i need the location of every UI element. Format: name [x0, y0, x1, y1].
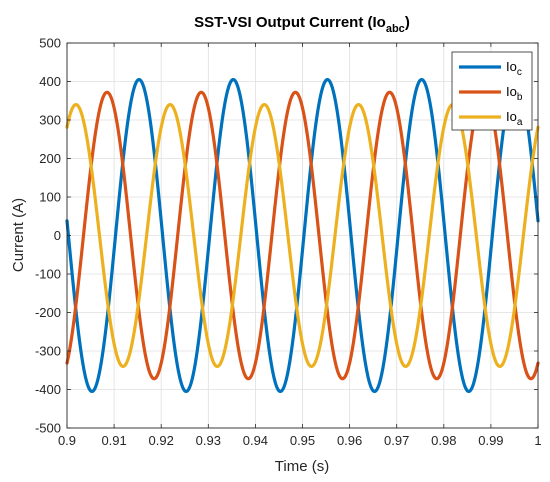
- y-tick-label: 500: [39, 36, 61, 51]
- y-axis-label: Current (A): [10, 198, 27, 272]
- x-tick-label: 0.9: [58, 433, 76, 448]
- y-tick-label: 400: [39, 74, 61, 89]
- x-tick-label: 0.92: [149, 433, 174, 448]
- chart-title-subscript: abc: [386, 23, 405, 35]
- x-tick-label: 0.94: [243, 433, 268, 448]
- legend-entry-c: Ioc: [506, 59, 522, 78]
- y-tick-label: -500: [35, 421, 61, 436]
- x-tick-label: 0.91: [101, 433, 126, 448]
- x-tick-label: 0.98: [431, 433, 456, 448]
- chart-title-main: SST-VSI Output Current (Io: [194, 14, 386, 31]
- y-tick-label: 300: [39, 113, 61, 128]
- x-tick-label: 0.93: [196, 433, 221, 448]
- chart-title-close: ): [405, 14, 410, 31]
- legend: Ioc Iob Ioa: [451, 51, 533, 131]
- series-line-c: [65, 77, 540, 394]
- y-tick-label: -400: [35, 382, 61, 397]
- chart-title: SST-VSI Output Current (Ioabc): [194, 14, 410, 35]
- x-tick-label: 1: [534, 433, 541, 448]
- x-tick-label: 0.97: [384, 433, 409, 448]
- y-tick-label: 200: [39, 151, 61, 166]
- legend-entry-a: Ioa: [506, 109, 523, 128]
- y-tick-label: 0: [54, 228, 61, 243]
- y-tick-label: -300: [35, 344, 61, 359]
- y-axis: -500 -400 -300 -200 -100 0 100 200 300 400 500: [35, 36, 538, 436]
- legend-entry-b: Iob: [506, 84, 523, 103]
- x-tick-label: 0.99: [478, 433, 503, 448]
- series-line-b: [65, 90, 540, 381]
- x-tick-label: 0.95: [290, 433, 315, 448]
- y-tick-label: -200: [35, 305, 61, 320]
- x-tick-label: 0.96: [337, 433, 362, 448]
- y-tick-label: 100: [39, 190, 61, 205]
- y-tick-label: -100: [35, 267, 61, 282]
- x-axis-label: Time (s): [275, 458, 329, 475]
- x-axis: 0.9 0.91 0.92 0.93 0.94 0.95 0.96 0.97 0.98 0.99 1: [58, 43, 542, 448]
